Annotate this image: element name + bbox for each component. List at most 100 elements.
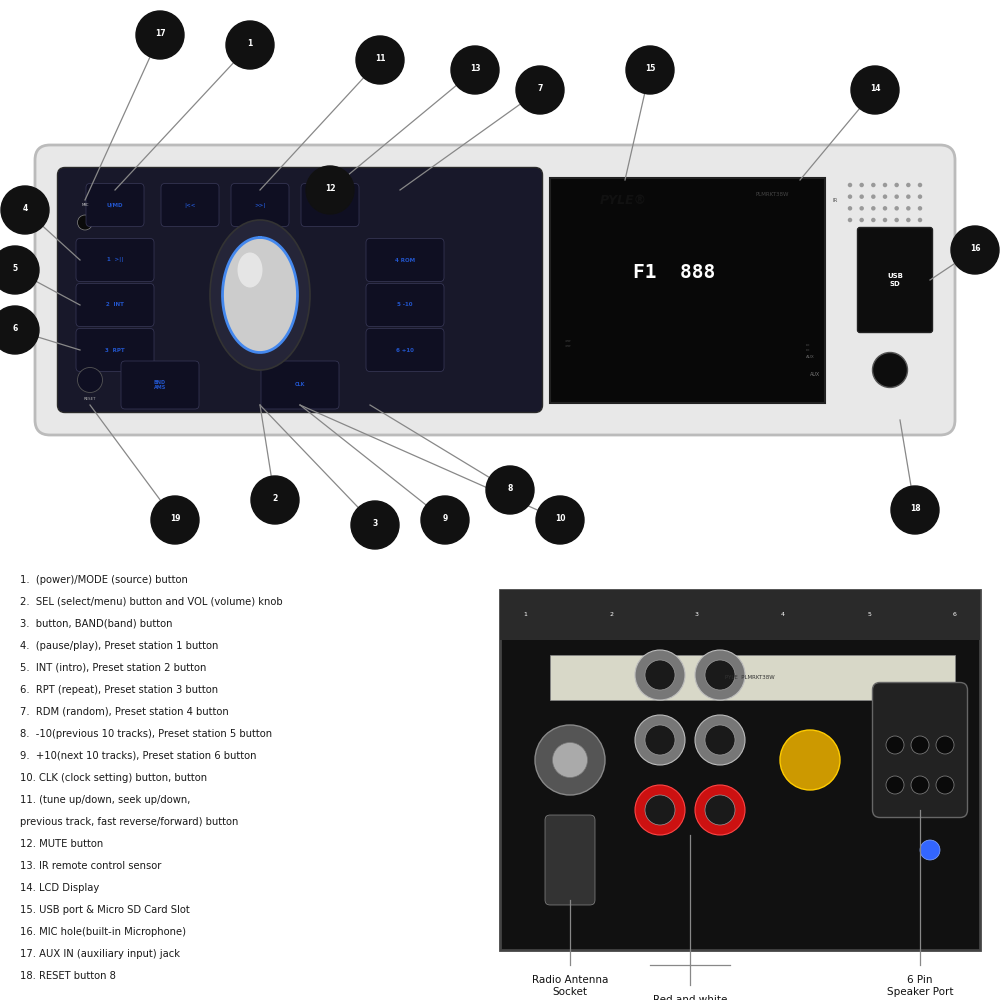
- Text: 1: 1: [523, 612, 527, 617]
- Ellipse shape: [222, 237, 298, 353]
- Text: 12: 12: [325, 184, 335, 193]
- Circle shape: [883, 218, 887, 222]
- Text: >>|: >>|: [254, 202, 266, 208]
- Text: 3.  button, BAND(band) button: 3. button, BAND(band) button: [20, 619, 173, 629]
- Text: 14: 14: [870, 84, 880, 93]
- Text: 8.  -10(previous 10 tracks), Preset station 5 button: 8. -10(previous 10 tracks), Preset stati…: [20, 729, 272, 739]
- Circle shape: [626, 46, 674, 94]
- Text: 6.  RPT (repeat), Preset station 3 button: 6. RPT (repeat), Preset station 3 button: [20, 685, 218, 695]
- Circle shape: [695, 650, 745, 700]
- FancyBboxPatch shape: [86, 184, 144, 227]
- Circle shape: [645, 660, 675, 690]
- Text: |<<: |<<: [184, 202, 196, 208]
- Text: BND
AMS: BND AMS: [154, 380, 166, 390]
- Circle shape: [306, 166, 354, 214]
- Text: 3: 3: [372, 519, 378, 528]
- Text: MUTE: MUTE: [321, 202, 339, 208]
- Text: 17. AUX IN (auxiliary input) jack: 17. AUX IN (auxiliary input) jack: [20, 949, 180, 959]
- FancyBboxPatch shape: [161, 184, 219, 227]
- Circle shape: [848, 206, 852, 211]
- Circle shape: [486, 466, 534, 514]
- Circle shape: [906, 218, 911, 222]
- Text: 11: 11: [375, 54, 385, 63]
- Circle shape: [251, 476, 299, 524]
- Circle shape: [859, 218, 864, 222]
- Text: 8: 8: [507, 484, 513, 493]
- Text: 6 Pin
Speaker Port: 6 Pin Speaker Port: [887, 975, 953, 997]
- Circle shape: [859, 183, 864, 187]
- Circle shape: [848, 218, 852, 222]
- Text: PYLE®: PYLE®: [600, 194, 647, 207]
- Circle shape: [535, 725, 605, 795]
- Circle shape: [871, 183, 876, 187]
- Text: F1  888: F1 888: [633, 262, 715, 282]
- Text: 6: 6: [953, 612, 957, 617]
- Circle shape: [936, 776, 954, 794]
- Circle shape: [351, 501, 399, 549]
- Text: 11. (tune up/down, seek up/down,: 11. (tune up/down, seek up/down,: [20, 795, 190, 805]
- Circle shape: [635, 785, 685, 835]
- Text: IR: IR: [832, 198, 838, 202]
- FancyBboxPatch shape: [500, 590, 980, 640]
- FancyBboxPatch shape: [35, 145, 955, 435]
- Text: 15. USB port & Micro SD Card Slot: 15. USB port & Micro SD Card Slot: [20, 905, 190, 915]
- Text: 7.  RDM (random), Preset station 4 button: 7. RDM (random), Preset station 4 button: [20, 707, 229, 717]
- Circle shape: [883, 183, 887, 187]
- Circle shape: [645, 725, 675, 755]
- Text: >>
>>: >> >>: [565, 338, 572, 347]
- Text: 16: 16: [970, 244, 980, 253]
- FancyBboxPatch shape: [366, 284, 444, 326]
- Circle shape: [859, 206, 864, 211]
- FancyBboxPatch shape: [301, 184, 359, 227]
- FancyBboxPatch shape: [76, 284, 154, 326]
- Circle shape: [918, 218, 922, 222]
- Text: 5: 5: [867, 612, 871, 617]
- Text: PLMRKT38W: PLMRKT38W: [755, 192, 788, 198]
- Circle shape: [1, 186, 49, 234]
- Text: 4: 4: [22, 204, 28, 213]
- FancyBboxPatch shape: [261, 361, 339, 409]
- Text: 4: 4: [781, 612, 785, 617]
- Circle shape: [851, 66, 899, 114]
- Circle shape: [226, 21, 274, 69]
- Text: 3  RPT: 3 RPT: [105, 348, 125, 353]
- Text: 6 +10: 6 +10: [396, 348, 414, 353]
- Text: 16. MIC hole(built-in Microphone): 16. MIC hole(built-in Microphone): [20, 927, 186, 937]
- Circle shape: [920, 840, 940, 860]
- Text: 4 ROM: 4 ROM: [395, 257, 415, 262]
- Circle shape: [872, 353, 908, 387]
- Circle shape: [891, 486, 939, 534]
- Text: AUX: AUX: [806, 356, 815, 360]
- Text: 5: 5: [12, 264, 18, 273]
- Circle shape: [918, 194, 922, 199]
- Text: 13: 13: [470, 64, 480, 73]
- Text: Red and white
RCA Audio
Output: Red and white RCA Audio Output: [653, 995, 727, 1000]
- Circle shape: [151, 496, 199, 544]
- Circle shape: [886, 736, 904, 754]
- FancyBboxPatch shape: [231, 184, 289, 227]
- Text: U/MD: U/MD: [107, 202, 123, 208]
- Circle shape: [0, 306, 39, 354]
- Circle shape: [848, 194, 852, 199]
- FancyBboxPatch shape: [366, 238, 444, 282]
- Circle shape: [78, 215, 92, 230]
- Circle shape: [871, 218, 876, 222]
- Circle shape: [421, 496, 469, 544]
- Circle shape: [451, 46, 499, 94]
- Circle shape: [695, 715, 745, 765]
- Circle shape: [635, 715, 685, 765]
- Text: 18: 18: [910, 504, 920, 513]
- Ellipse shape: [238, 252, 262, 288]
- Text: 2: 2: [609, 612, 613, 617]
- Text: 5 -10: 5 -10: [397, 302, 413, 308]
- Text: AUX: AUX: [810, 372, 820, 377]
- Circle shape: [552, 742, 588, 778]
- Circle shape: [645, 795, 675, 825]
- Text: cc
cc: cc cc: [806, 343, 810, 352]
- Circle shape: [356, 36, 404, 84]
- Text: 10. CLK (clock setting) button, button: 10. CLK (clock setting) button, button: [20, 773, 207, 783]
- Circle shape: [136, 11, 184, 59]
- Text: 4.  (pause/play), Preset station 1 button: 4. (pause/play), Preset station 1 button: [20, 641, 218, 651]
- Text: 9.  +10(next 10 tracks), Preset station 6 button: 9. +10(next 10 tracks), Preset station 6…: [20, 751, 256, 761]
- Circle shape: [0, 246, 39, 294]
